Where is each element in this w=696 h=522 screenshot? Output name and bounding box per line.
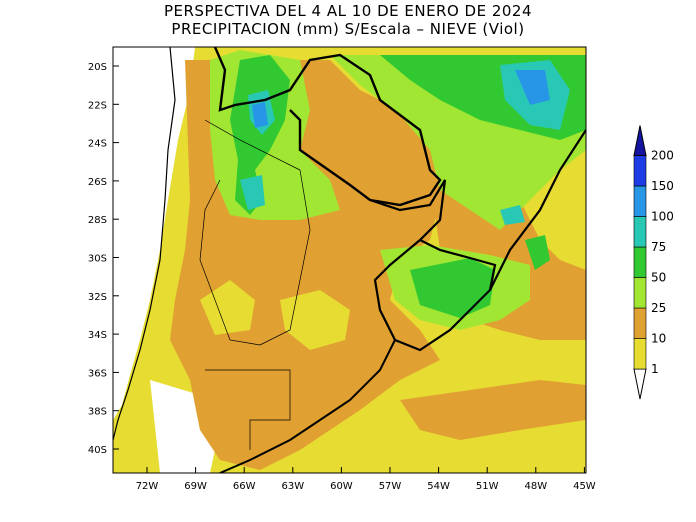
border-chile-argentina — [113, 47, 176, 441]
field-orange-south — [400, 380, 586, 440]
legend-upper-triangle — [633, 125, 647, 156]
legend-level-label: 150 — [651, 179, 674, 193]
lon-tick-label: 54W — [427, 481, 450, 492]
border-lines — [113, 47, 586, 473]
legend-swatch — [633, 246, 647, 278]
field-green-uruguay — [410, 258, 495, 318]
lat-tick-label: 30S — [88, 254, 107, 265]
legend-swatch — [633, 216, 647, 248]
provincial-borders — [199, 119, 311, 346]
longitude-axis: 72W 69W 66W 63W 60W 57W 54W 51W 48W 45W — [136, 467, 596, 492]
field-blue-north — [252, 102, 268, 128]
legend-swatch — [633, 338, 647, 370]
border-bolivia-paraguay — [213, 47, 442, 207]
legend-swatch — [633, 307, 647, 339]
lon-tick-label: 63W — [281, 481, 304, 492]
lat-tick-label: 36S — [88, 368, 107, 379]
latitude-axis: 20S 22S 24S 26S 28S 30S 32S 34S 36S 38S 40S — [88, 62, 119, 456]
field-cyan-coast — [500, 205, 525, 225]
field-cyan-north2 — [240, 175, 265, 210]
field-yellow-pocket1 — [280, 290, 350, 350]
lat-tick-label: 40S — [88, 445, 107, 456]
legend-level-label: 1 — [651, 362, 659, 376]
precipitation-legend: 1 10 25 50 75 100 150 200 — [633, 125, 674, 400]
border-coast-argentina — [219, 339, 396, 473]
map-title-line2: PRECIPITACION (mm) S/Escala – NIEVE (Vio… — [171, 20, 525, 38]
lon-tick-label: 51W — [476, 481, 499, 492]
legend-level-label: 50 — [651, 271, 666, 285]
field-white-west — [113, 47, 195, 420]
lat-tick-label: 34S — [88, 330, 107, 341]
lon-tick-label: 66W — [233, 481, 256, 492]
provincial-borders-south — [205, 369, 291, 450]
lat-tick-label: 24S — [88, 139, 107, 150]
lon-tick-label: 60W — [330, 481, 353, 492]
precipitation-field — [113, 47, 586, 473]
lat-tick-label: 22S — [88, 100, 107, 111]
legend-lower-triangle — [633, 368, 647, 400]
lat-tick-label: 38S — [88, 407, 107, 418]
legend-level-label: 10 — [651, 332, 666, 346]
field-green-coast — [525, 235, 550, 270]
border-coast-brazil — [489, 129, 586, 291]
lon-tick-label: 57W — [379, 481, 402, 492]
legend-swatch — [633, 155, 647, 187]
lon-tick-label: 45W — [573, 481, 596, 492]
legend-swatch — [633, 277, 647, 309]
border-argentina-uruguay-brazil — [369, 179, 497, 352]
legend-level-label: 75 — [651, 240, 666, 254]
lat-tick-label: 28S — [88, 215, 107, 226]
lat-tick-label: 26S — [88, 177, 107, 188]
lat-tick-label: 32S — [88, 292, 107, 303]
lat-tick-label: 20S — [88, 62, 107, 73]
legend-level-label: 25 — [651, 301, 666, 315]
map-title-line1: PERSPECTIVA DEL 4 AL 10 DE ENERO DE 2024 — [163, 2, 533, 20]
legend-level-label: 200 — [651, 149, 674, 163]
legend-level-label: 100 — [651, 210, 674, 224]
lon-tick-label: 69W — [184, 481, 207, 492]
lon-tick-label: 72W — [136, 481, 159, 492]
field-yellow-pocket2 — [200, 280, 255, 335]
field-blue-northeast — [515, 70, 550, 105]
lon-tick-label: 48W — [524, 481, 547, 492]
map-frame — [112, 46, 587, 474]
legend-swatch — [633, 185, 647, 217]
